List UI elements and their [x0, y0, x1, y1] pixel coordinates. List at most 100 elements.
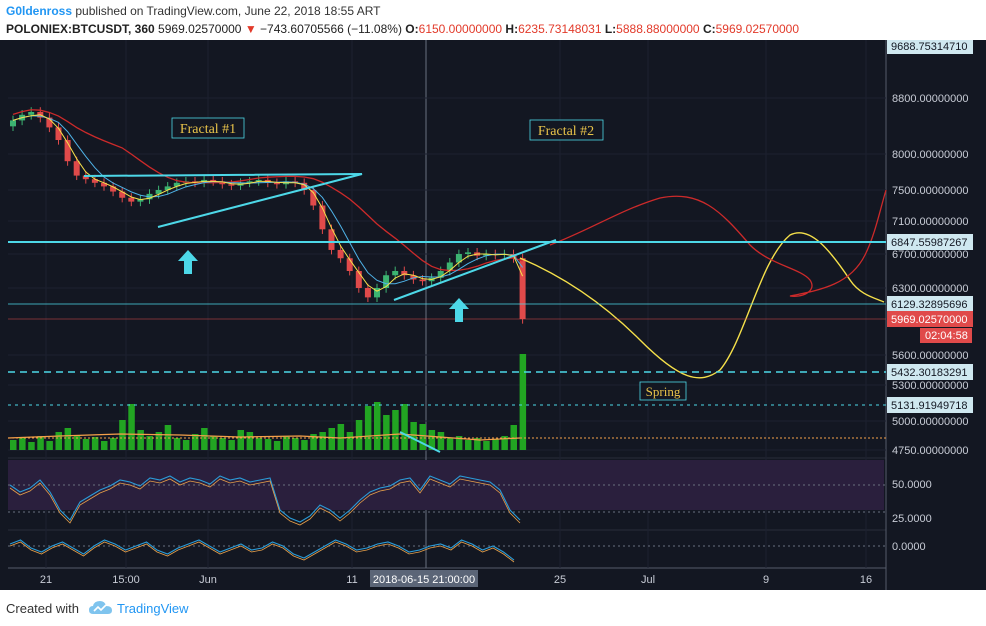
- fractal-1-label: Fractal #1: [171, 117, 245, 139]
- candle-body: [228, 184, 235, 186]
- volume-bar: [283, 436, 290, 450]
- candle-body: [128, 197, 135, 202]
- candle-body: [46, 117, 53, 128]
- candle-body: [301, 182, 308, 190]
- price-axis-label: 5131.91949718: [891, 400, 967, 412]
- volume-bar: [255, 438, 263, 450]
- footer: Created with TradingView: [0, 590, 986, 626]
- volume-bar: [355, 420, 363, 450]
- volume-bar: [82, 439, 90, 450]
- ma-short-line: [12, 114, 524, 292]
- price-axis-label: 5969.02570000: [891, 314, 967, 326]
- low-value: 5888.88000000: [616, 22, 700, 36]
- publish-info: G0ldenross published on TradingView.com,…: [6, 4, 380, 18]
- countdown-label: 02:04:58: [925, 330, 968, 342]
- svg-text:Spring: Spring: [646, 384, 681, 399]
- volume-bar: [155, 432, 163, 450]
- volume-bar: [19, 438, 26, 450]
- volume-bar: [173, 438, 181, 450]
- chart-header: G0ldenross published on TradingView.com,…: [0, 0, 986, 40]
- volume-bar: [128, 404, 135, 450]
- volume-bar: [46, 441, 53, 450]
- price-axis-label-box: [887, 311, 973, 327]
- candle-body: [101, 182, 107, 187]
- price-axis-label: 6847.55987267: [891, 237, 967, 249]
- price-axis-label: 9688.75314710: [891, 41, 967, 53]
- volume-bar: [228, 440, 235, 450]
- rsi-tick-label: 25.0000: [892, 513, 932, 525]
- time-tick-label: Jul: [641, 574, 655, 586]
- volume-bar: [219, 438, 226, 450]
- price-axis-label: 5432.30183291: [891, 367, 967, 379]
- volume-bar: [337, 424, 345, 450]
- price-chart-svg[interactable]: 8800.00000000 8000.00000000 7500.00000000 7…: [0, 40, 986, 590]
- countdown-box: [920, 328, 972, 343]
- volume-bar: [273, 441, 281, 450]
- candle-body: [119, 191, 126, 198]
- volume-bar: [28, 442, 35, 450]
- price-tick-label: 8800.00000000: [892, 93, 968, 105]
- volume-bar: [483, 441, 490, 450]
- rsi-line: [9, 475, 521, 523]
- volume-bar: [492, 439, 499, 450]
- candle-body: [328, 229, 335, 250]
- symbol-label: POLONIEX:BTCUSDT, 360: [6, 22, 155, 36]
- volume-bar: [437, 432, 445, 450]
- volume-bar: [37, 436, 44, 450]
- rsi-tick-label: 50.0000: [892, 479, 932, 491]
- price-tick-label: 8000.00000000: [892, 149, 968, 161]
- price-tick-label: 5000.00000000: [892, 416, 968, 428]
- price-tick-label: 5600.00000000: [892, 350, 968, 362]
- price-axis-label-box: [887, 40, 973, 54]
- price-tick-label: 4750.00000000: [892, 445, 968, 457]
- volume-bar: [328, 428, 335, 450]
- author-link[interactable]: G0ldenross: [6, 4, 73, 18]
- candle-body: [483, 254, 490, 256]
- volume-bar: [374, 402, 381, 450]
- time-tick-label: 21: [40, 574, 52, 586]
- ohlc-legend: POLONIEX:BTCUSDT, 360 5969.02570000 ▼ −7…: [6, 22, 799, 36]
- tradingview-link[interactable]: TradingView: [117, 601, 189, 616]
- time-tick-label: 9: [763, 574, 769, 586]
- candle-body: [455, 254, 462, 263]
- volume-bar: [73, 435, 81, 450]
- last-price: 5969.02570000: [158, 22, 242, 36]
- tradingview-cloud-icon[interactable]: [88, 599, 114, 617]
- volume-bar: [446, 438, 454, 450]
- candle-body: [310, 190, 317, 206]
- macd-line: [9, 539, 515, 561]
- svg-text:Fractal #2: Fractal #2: [538, 124, 594, 139]
- price-tick-label: 7100.00000000: [892, 216, 968, 228]
- volume-bar: [201, 428, 208, 450]
- svg-text:2018-06-15 21:00:00: 2018-06-15 21:00:00: [373, 574, 475, 586]
- candle-body: [383, 275, 390, 288]
- volume-bar: [319, 432, 326, 450]
- chart-area[interactable]: 8800.00000000 8000.00000000 7500.00000000 7…: [0, 40, 986, 590]
- volume-bar: [146, 436, 153, 450]
- volume-bar: [292, 438, 299, 450]
- spring-label: Spring: [639, 381, 687, 401]
- candle-body: [392, 271, 399, 276]
- volume-bar: [519, 354, 527, 450]
- candle-body: [255, 179, 262, 182]
- volume-bar: [246, 432, 254, 450]
- price-axis-label: 6129.32895696: [891, 299, 967, 311]
- time-tick-label: 25: [554, 574, 566, 586]
- candle-body: [73, 161, 80, 176]
- candle-body: [519, 258, 526, 320]
- candle-body: [419, 279, 426, 282]
- volume-bar: [501, 436, 508, 450]
- volume-bar: [91, 437, 99, 450]
- volume-bar: [301, 440, 308, 450]
- volume-trendline: [399, 431, 441, 453]
- time-tick-label: Jun: [199, 574, 217, 586]
- candle-body: [246, 181, 253, 183]
- volume-bar: [474, 438, 481, 450]
- candle-body: [273, 182, 280, 185]
- volume-bar: [137, 430, 144, 450]
- candle-body: [91, 179, 98, 183]
- candle-body: [337, 249, 344, 259]
- volume-bar: [428, 430, 436, 450]
- crosshair-time-label: 2018-06-15 21:00:00: [370, 570, 478, 587]
- projection-red-curve: [549, 189, 887, 298]
